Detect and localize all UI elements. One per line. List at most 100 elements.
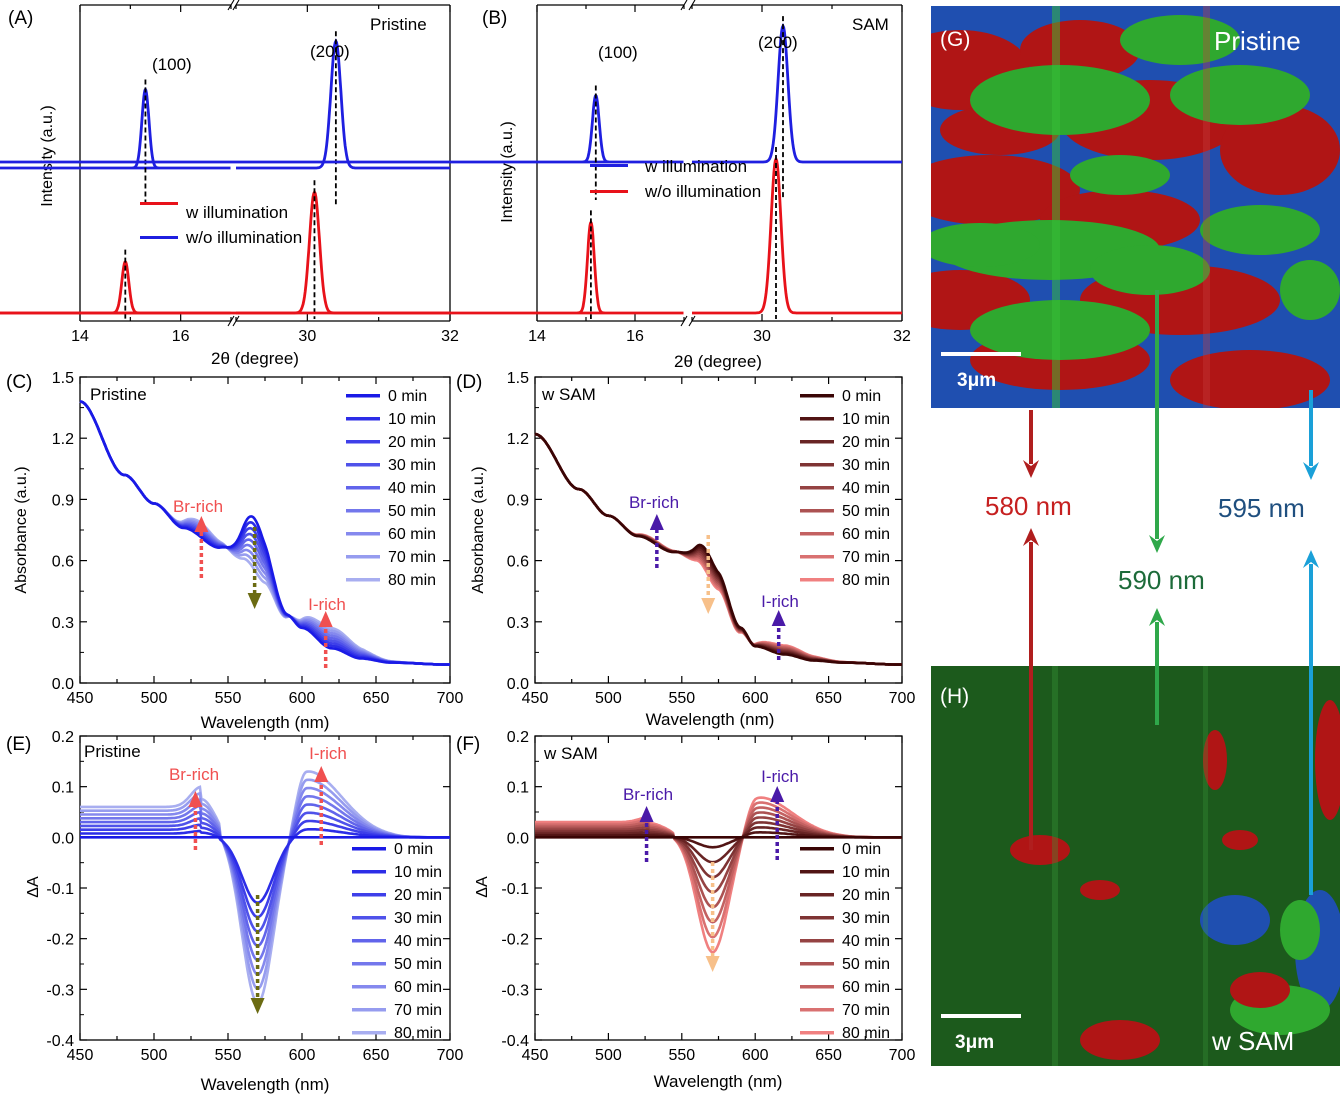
- legend-line-2-1: [346, 417, 380, 421]
- map-g-green-domain-8: [1070, 155, 1170, 195]
- panel-label-g: (G): [940, 28, 970, 51]
- legend-line-3-3: [800, 463, 834, 467]
- arrow-d-i-head: [771, 610, 786, 626]
- legend-text-5-4: 40 min: [842, 933, 890, 950]
- legend-line-3-2: [800, 440, 834, 444]
- legend-text-2-2: 20 min: [388, 434, 436, 451]
- scalebar-h-text: 3μm: [955, 1032, 994, 1053]
- xlabel-b: 2θ (degree): [674, 352, 762, 371]
- xtick-label-3-5: 700: [889, 690, 916, 707]
- sample-label-c: Pristine: [90, 385, 147, 404]
- legend-text-4-8: 80 min: [394, 1025, 442, 1042]
- xlabel-f: Wavelength (nm): [654, 1072, 783, 1091]
- ytick-label-2-0: 0.0: [52, 676, 74, 693]
- ytick-label-2-3: 0.9: [52, 492, 74, 509]
- map-h-red-domain-3: [1080, 1020, 1160, 1060]
- xtick-label-2-4: 650: [363, 690, 390, 707]
- legend-text-3-8: 80 min: [842, 572, 890, 589]
- peak-label-a-100: (100): [152, 55, 192, 74]
- arrow-f-br-head: [639, 806, 654, 822]
- map-h-red-domain-4: [1230, 972, 1290, 1008]
- legend-line-2-4: [346, 486, 380, 490]
- legend-text-3-5: 50 min: [842, 503, 890, 520]
- xtick-label-2-2: 550: [215, 690, 242, 707]
- xtick-label-3-1: 500: [595, 690, 622, 707]
- legend-text-5-3: 30 min: [842, 910, 890, 927]
- xtick-label-3-2: 550: [668, 690, 695, 707]
- panel-e: (E) Pristine ΔA Wavelength (nm) 450 500 55…: [6, 729, 463, 1094]
- legend-line-4-4: [352, 939, 386, 943]
- xrd-series-1-0-seg0: [0, 93, 684, 164]
- legend-text-4-2: 20 min: [394, 887, 442, 904]
- panel-c: (C) Pristine Absorbance (a.u.) Wavelengt…: [6, 370, 463, 732]
- map-g-red-domain-3: [931, 155, 1080, 225]
- legend-line-3-4: [800, 486, 834, 490]
- map-h-stripe-1: [1052, 666, 1058, 1066]
- legend-line-2-7: [346, 555, 380, 559]
- ytick-label-2-2: 0.6: [52, 554, 74, 571]
- legend-line-4-2: [352, 893, 386, 897]
- legend-line-4-0: [352, 847, 386, 851]
- legend-line-5-3: [800, 916, 834, 920]
- legend-text-4-4: 40 min: [394, 933, 442, 950]
- map-h-red-domain-2: [1080, 880, 1120, 900]
- connector-595-up-head: [1303, 550, 1319, 568]
- legend-text-4-1: 10 min: [394, 864, 442, 881]
- peak-label-b-200: (200): [758, 33, 798, 52]
- legend-text-a-1: w illumination: [185, 203, 288, 222]
- xtick-label-3-0: 450: [522, 690, 549, 707]
- annotation-c-i: I-rich: [308, 595, 346, 614]
- map-g-green-domain-1: [1120, 15, 1240, 65]
- xtick-label-1-3: 32: [893, 328, 911, 345]
- xrd-series-1-1-seg1: [692, 155, 902, 315]
- wavelength-label-595: 595 nm: [1218, 493, 1305, 523]
- xtick-label-2-1: 500: [141, 690, 168, 707]
- map-g-red-domain-5: [1220, 105, 1340, 195]
- arrow-e-i-head: [314, 766, 329, 782]
- legend-text-b-1: w illumination: [644, 157, 747, 176]
- map-g-sample-label: Pristine: [1214, 26, 1301, 56]
- arrow-f-i-head: [770, 786, 785, 802]
- panel-label-h: (H): [940, 685, 969, 708]
- panel-label-b: (B): [482, 8, 507, 29]
- ytick-label-3-2: 0.6: [507, 554, 529, 571]
- legend-text-4-5: 50 min: [394, 956, 442, 973]
- ytick-label-3-5: 1.5: [507, 370, 529, 387]
- legend-line-2-3: [346, 463, 380, 467]
- xtick-label-0-2: 30: [298, 328, 316, 345]
- ytick-label-3-4: 1.2: [507, 431, 529, 448]
- ytick-label-4-1: -0.3: [46, 982, 74, 999]
- xtick-label-4-3: 600: [289, 1047, 316, 1064]
- xtick-label-5-5: 700: [889, 1047, 916, 1064]
- xrd-series-0-1-seg0: [0, 259, 231, 315]
- map-h-red-domain-6: [1222, 830, 1258, 850]
- panel-label-a: (A): [8, 8, 33, 29]
- xtick-label-1-1: 16: [626, 328, 644, 345]
- xtick-label-4-2: 550: [215, 1047, 242, 1064]
- legend-text-2-7: 70 min: [388, 549, 436, 566]
- ytick-label-4-6: 0.2: [52, 729, 74, 746]
- legend-text-3-3: 30 min: [842, 457, 890, 474]
- xrd-series-0-0-seg0: [0, 86, 231, 170]
- xtick-label-2-5: 700: [437, 690, 464, 707]
- map-g-green-domain-4: [1090, 245, 1210, 295]
- annotation-d-i: I-rich: [761, 592, 799, 611]
- peak-label-b-100: (100): [598, 43, 638, 62]
- sample-label-a: Pristine: [370, 15, 427, 34]
- legend-line-5-8: [800, 1031, 834, 1035]
- panel-label-f: (F): [456, 734, 480, 755]
- ytick-label-4-0: -0.4: [46, 1033, 74, 1050]
- legend-line-5-5: [800, 962, 834, 966]
- legend-text-3-4: 40 min: [842, 480, 890, 497]
- map-h-red-domain-5: [1315, 700, 1340, 820]
- panel-b: (B) SAM Intensity (a.u.) 2θ (degree) 14 1…: [0, 0, 911, 371]
- legend-line-2-0: [346, 394, 380, 398]
- xtick-label-3-3: 600: [742, 690, 769, 707]
- connector-590-down-head: [1149, 535, 1165, 553]
- ytick-label-3-1: 0.3: [507, 615, 529, 632]
- xtick-label-5-0: 450: [522, 1047, 549, 1064]
- legend-line-5-2: [800, 893, 834, 897]
- legend-text-5-2: 20 min: [842, 887, 890, 904]
- ylabel-e: ΔA: [25, 876, 42, 898]
